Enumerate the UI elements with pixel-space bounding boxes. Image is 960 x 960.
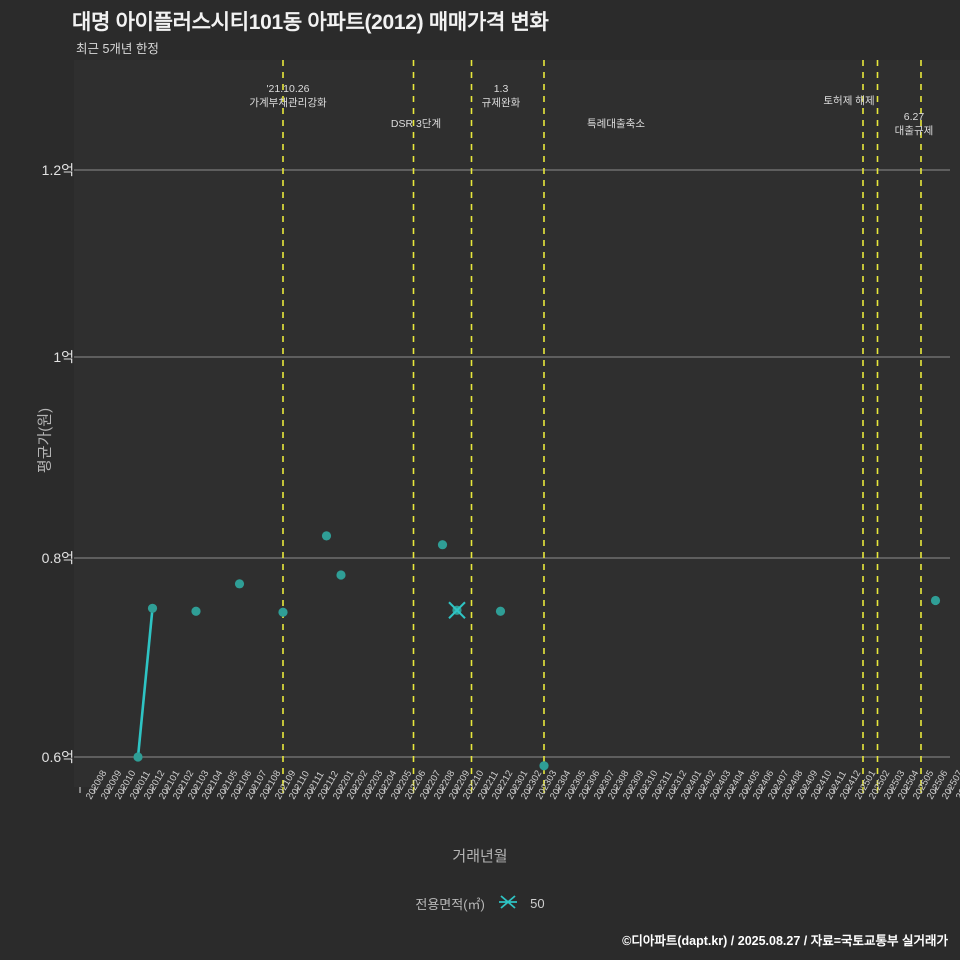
data-point xyxy=(495,606,506,616)
data-point xyxy=(321,531,332,541)
x-axis-label: 거래년월 xyxy=(452,848,508,865)
annotation-toheoje: 토허제 해제 xyxy=(823,94,874,108)
data-point xyxy=(437,540,448,550)
chart-legend: 전용면적(㎡) 50 xyxy=(0,893,960,914)
data-point xyxy=(336,570,346,580)
data-point xyxy=(147,603,158,613)
page-title: 대명 아이플러스시티101동 아파트(2012) 매매가격 변화 xyxy=(72,11,549,34)
page-subtitle: 최근 5개년 한정 xyxy=(76,42,159,56)
data-point xyxy=(133,752,143,762)
annotation-2110: '21.10.26 가계부채관리강화 xyxy=(249,82,326,110)
x-marker-icon xyxy=(448,601,466,619)
x-marker-icon xyxy=(497,893,519,914)
annotation-line-2: 가계부채관리강화 xyxy=(249,97,327,110)
legend-title: 전용면적(㎡) xyxy=(415,897,485,912)
annotation-lines xyxy=(282,60,922,790)
annotation-line-1: 6.27 xyxy=(903,111,925,123)
highlight-x-marker xyxy=(448,601,466,619)
legend-value: 50 xyxy=(530,896,545,911)
y-axis-ticks: 1.2억 1억 0.8억 0.6억 xyxy=(0,0,74,960)
annotation-line-1: 토허제 해제 xyxy=(823,95,875,107)
annotation-dsr3: DSR 3단계 xyxy=(391,117,441,131)
y-tick-label: 1억 xyxy=(53,349,74,365)
annotation-line-1: 특례대출축소 xyxy=(587,118,645,130)
data-point xyxy=(539,761,549,771)
plot-area xyxy=(74,60,960,787)
annotation-0103: 1.3 규제완화 xyxy=(482,82,521,110)
footer-credit: ©디아파트(dapt.kr) / 2025.08.27 / 자료=국토교통부 실… xyxy=(622,934,948,948)
y-tick-label: 0.8억 xyxy=(41,550,74,566)
series-segment xyxy=(136,608,154,758)
y-tick-label: 1.2억 xyxy=(41,162,74,178)
annotation-line-2: 대출규제 xyxy=(894,125,934,138)
annotation-line-2: 규제완화 xyxy=(481,97,521,110)
gridlines xyxy=(74,169,950,758)
y-tick-label: 0.6억 xyxy=(41,749,74,765)
annotation-line-1: '21.10.26 xyxy=(266,83,310,95)
data-point xyxy=(930,595,941,606)
data-point xyxy=(278,607,288,617)
series-line xyxy=(136,608,154,758)
x-tick-marks xyxy=(79,787,951,793)
data-point xyxy=(234,579,245,589)
annotation-line-1: 1.3 xyxy=(493,83,509,95)
annotation-0627: 6.27 대출규제 xyxy=(895,110,934,138)
annotation-special-loan: 특례대출축소 xyxy=(587,117,645,131)
annotation-line-1: DSR 3단계 xyxy=(390,118,442,130)
data-point xyxy=(191,606,201,616)
